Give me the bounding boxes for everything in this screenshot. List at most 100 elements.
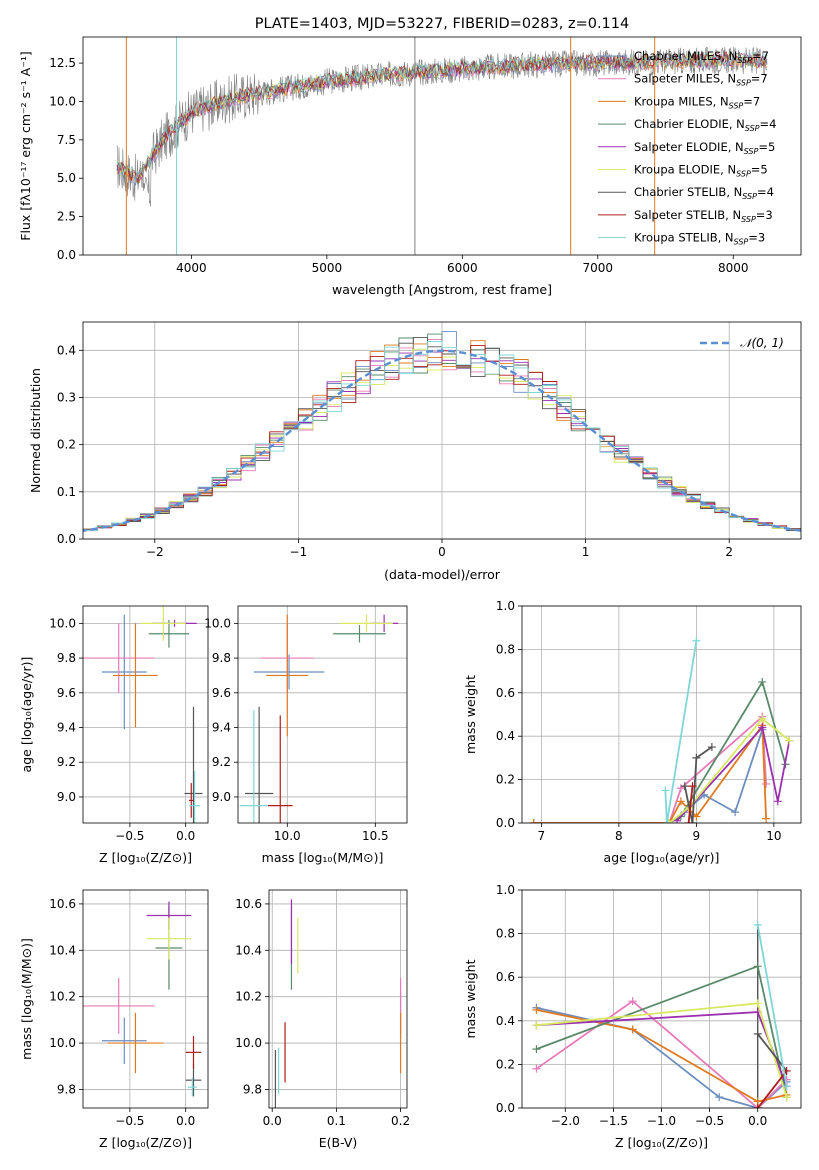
x-tick-label: 6000: [447, 261, 478, 275]
y-tick-label: 0.2: [496, 1057, 515, 1071]
y-tick-label: 10.0: [49, 94, 76, 108]
weight-marker: [762, 814, 771, 823]
age_vs_Z-panel: −0.5 0.0 9.0 9.2 9.4 9.6 9.8 10.0 Z [log₁₀(Z/Z⊙)…: [19, 605, 209, 865]
mass_vs_Z-plot-area: [83, 901, 202, 1097]
weight-line: [535, 1000, 788, 1108]
y-tick-label: 0.2: [496, 773, 515, 787]
y-tick-label: 10.0: [49, 1036, 76, 1050]
y-tick-label: 0.4: [496, 729, 515, 743]
weight-marker: [758, 714, 767, 723]
x-tick-label: −1.0: [647, 1114, 676, 1128]
residuals-plot-area: [83, 331, 801, 533]
legend-entry: Salpeter ELODIE, NSSP=5: [634, 140, 775, 156]
x-tick-label: −0.5: [115, 829, 144, 843]
weight-marker: [532, 1045, 541, 1054]
y-tick-label: 5.0: [57, 171, 76, 185]
weight-line: [676, 725, 791, 822]
legend-suffix: =4: [760, 117, 777, 131]
error-bar-point: [239, 710, 268, 823]
legend-entry: Chabrier MILES, NSSP=7: [634, 49, 769, 65]
x-tick-label: −1.5: [599, 1114, 628, 1128]
error-bar-point: [184, 706, 203, 823]
weight-marker: [758, 723, 767, 732]
error-bar-point: [107, 1012, 164, 1074]
mass_vs_Z-frame: [82, 889, 209, 1109]
legend-suffix: =7: [751, 72, 768, 86]
legend-name: Kroupa MILES, N: [634, 94, 729, 108]
age_vs_mass-plot-area: [239, 614, 399, 823]
error-bar-point: [101, 614, 147, 730]
y-tick-label: 9.0: [57, 790, 76, 804]
y-tick-label: 9.6: [57, 686, 76, 700]
weight-marker: [532, 1021, 541, 1030]
weight-line: [683, 746, 713, 823]
weight-line: [668, 679, 787, 823]
y-tick-label: 0.1: [57, 485, 76, 499]
y-tick-label: 9.4: [212, 721, 231, 735]
y-tick-label: 0.0: [496, 1101, 515, 1115]
legend-sub: SSP: [736, 79, 751, 88]
y-tick-label: 0.4: [57, 343, 76, 357]
mass_vs_ebv-panel: 0.0 0.1 0.2 9.8 10.0 10.2 10.4 10.6 E(B-V): [235, 889, 410, 1150]
weight-marker: [692, 753, 701, 762]
legend-sub: SSP: [742, 192, 757, 201]
y-tick-label: 0.3: [57, 390, 76, 404]
x-tick-label: −0.5: [115, 1114, 144, 1128]
x-tick-label: 5000: [312, 261, 343, 275]
y-tick-label: 10.4: [49, 943, 76, 957]
weight-line: [668, 717, 790, 823]
legend-name: Chabrier MILES, N: [634, 49, 737, 63]
weight-marker: [753, 999, 762, 1008]
y-tick-label: 10.4: [235, 943, 262, 957]
weight-marker: [661, 786, 670, 795]
y-axis-label: Normed distribution: [28, 368, 43, 493]
residuals-frame: [82, 321, 802, 540]
weight-line: [756, 924, 788, 1087]
legend-name: Kroupa ELODIE, N: [634, 163, 736, 177]
y-tick-label: 10.6: [49, 897, 76, 911]
weight-line: [687, 786, 694, 823]
y-axis-label: age [log₁₀(age/yr)]: [19, 657, 34, 773]
legend-suffix: =5: [751, 163, 768, 177]
y-tick-label: 9.6: [212, 686, 231, 700]
weight-marker: [758, 677, 767, 686]
weight-marker: [673, 816, 681, 823]
x-axis-label: (data-model)/error: [384, 567, 501, 582]
model-spectrum-line: [116, 51, 768, 184]
x-tick-label: −2: [146, 545, 164, 559]
y-tick-label: 12.5: [49, 56, 76, 70]
weight-marker: [753, 1104, 762, 1108]
legend-entry: 𝒩(0, 1): [740, 336, 784, 350]
y-tick-label: 0.6: [496, 686, 515, 700]
normal-curve: [83, 349, 801, 532]
weight-marker: [688, 819, 697, 823]
error-bar-point: [267, 715, 293, 823]
error-bar-point: [185, 1063, 202, 1097]
weight-marker: [628, 1025, 637, 1034]
spectrum-panel: 4000 5000 6000 7000 8000 0.0 2.5 5.0 7.5 10.0 12.5…: [18, 16, 802, 297]
y-tick-label: 10.0: [204, 616, 231, 630]
error-bar-point: [187, 1077, 197, 1097]
weight-marker: [662, 819, 671, 823]
legend-sub: SSP: [729, 101, 744, 110]
legend-entry: Chabrier ELODIE, NSSP=4: [634, 117, 776, 133]
weight-marker: [529, 819, 538, 823]
weight-marker: [753, 920, 762, 929]
y-tick-label: 10.0: [49, 616, 76, 630]
legend-sub: SSP: [744, 147, 759, 156]
y-axis-label: mass weight: [463, 959, 478, 1038]
y-tick-label: 0.0: [57, 532, 76, 546]
error-bar-point: [266, 614, 309, 737]
y-axis-label: mass [log₁₀(M/M⊙)]: [19, 938, 34, 1060]
error-bar-point: [253, 654, 325, 690]
spectrum-plot-area: [116, 37, 768, 255]
weight-line: [756, 1033, 788, 1072]
y-tick-label: 9.8: [243, 1082, 262, 1096]
x-tick-label: 10: [766, 829, 781, 843]
legend-name: Kroupa STELIB, N: [634, 231, 734, 245]
weight-line: [664, 640, 698, 823]
legend-suffix: =4: [757, 185, 774, 199]
y-tick-label: 9.8: [57, 651, 76, 665]
x-tick-label: 0.0: [176, 829, 195, 843]
